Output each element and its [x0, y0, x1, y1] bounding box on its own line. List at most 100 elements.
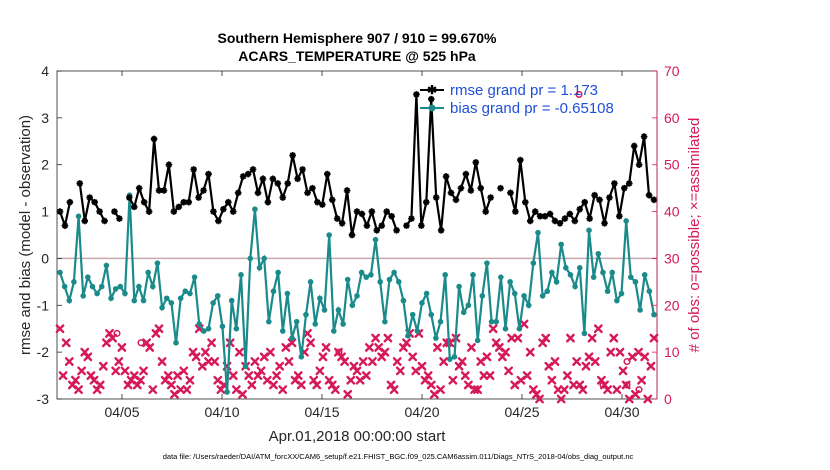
rmse-point [497, 184, 504, 192]
rmse-point [264, 198, 272, 206]
right-y-tick-label: 10 [664, 344, 680, 360]
bias-point [358, 269, 365, 276]
bias-point [623, 218, 629, 224]
obs-count-marker [61, 338, 71, 348]
rmse-point [378, 222, 386, 229]
rmse-point [314, 198, 321, 206]
rmse-point [388, 212, 395, 220]
bias-point [112, 286, 119, 292]
right-y-tick-label: 60 [664, 110, 680, 126]
bias-point [442, 272, 448, 278]
obs-count-marker [417, 361, 427, 371]
obs-count-marker [618, 366, 628, 376]
obs-count-marker [204, 357, 213, 366]
obs-count-marker [504, 366, 513, 376]
rmse-point [452, 196, 460, 204]
obs-count-marker [95, 380, 105, 390]
bias-point [544, 288, 551, 295]
obs-count-marker [256, 366, 266, 376]
rmse-point [91, 198, 98, 206]
obs-possible-marker [623, 357, 631, 366]
obs-count-marker [272, 371, 281, 380]
bias-point [377, 279, 384, 285]
rmse-point [616, 212, 623, 220]
obs-count-marker [98, 361, 108, 371]
legend-bias-circle-icon [428, 104, 436, 112]
rmse-point [526, 217, 534, 225]
obs-possible-marker [623, 381, 631, 389]
bias-point [646, 288, 653, 295]
obs-count-marker [637, 375, 647, 385]
obs-count-marker [488, 324, 498, 334]
obs-count-marker [380, 347, 390, 357]
obs-count-marker [114, 357, 124, 366]
rmse-point [289, 152, 296, 159]
bias-point [535, 229, 541, 236]
bias-point [261, 255, 267, 262]
bias-point [386, 276, 393, 283]
rmse-point [541, 212, 549, 220]
bias-point [502, 325, 509, 332]
rmse-point [111, 208, 118, 215]
obs-count-marker [77, 366, 87, 376]
rmse-point [591, 191, 598, 199]
x-tick-label: 04/15 [304, 404, 339, 420]
right-y-tick-label: 70 [664, 63, 680, 79]
rmse-point [126, 194, 133, 201]
bias-point [405, 332, 411, 339]
obs-possible-marker [113, 329, 121, 337]
bias-point [549, 269, 555, 276]
bias-point [521, 293, 527, 299]
rmse-point [408, 215, 415, 222]
bias-point [354, 293, 360, 299]
rmse-point [234, 189, 242, 197]
rmse-point [220, 205, 227, 213]
bias-point [511, 290, 518, 297]
rmse-point [319, 201, 326, 208]
rmse-point [324, 170, 331, 178]
obs-count-marker [306, 338, 315, 348]
bias-point [163, 295, 170, 302]
y-tick-label: 2 [41, 157, 49, 173]
bias-point [590, 274, 597, 280]
obs-count-marker [519, 319, 529, 329]
bias-point [85, 274, 91, 280]
rmse-point [427, 95, 435, 103]
right-y-tick-label: 30 [664, 250, 680, 266]
obs-count-marker [157, 357, 167, 366]
bias-point [266, 318, 272, 325]
obs-count-marker [522, 371, 532, 380]
bias-point [57, 269, 63, 276]
bias-point [196, 321, 203, 327]
bias-point [651, 311, 657, 318]
bias-point [242, 363, 249, 370]
obs-count-marker [111, 366, 121, 376]
bias-point [312, 321, 319, 327]
obs-count-marker [482, 352, 492, 362]
y-tick-label: 1 [41, 204, 49, 220]
obs-count-marker [166, 380, 176, 390]
rmse-point [621, 184, 628, 192]
bias-point [530, 260, 537, 266]
obs-count-marker [228, 371, 238, 380]
rmse-point [299, 166, 306, 173]
rmse-point [135, 184, 143, 192]
bias-point [182, 288, 189, 295]
x-tick-label: 04/20 [404, 404, 439, 420]
obs-count-marker [593, 324, 603, 334]
bias-point [344, 276, 351, 283]
bias-point [233, 325, 240, 332]
rmse-point [522, 198, 529, 206]
bias-point [71, 279, 77, 285]
bias-point [576, 265, 583, 271]
obs-count-marker [55, 324, 65, 334]
bias-point [609, 269, 616, 276]
bias-point [433, 335, 439, 341]
obs-count-marker [479, 371, 489, 380]
bias-point [428, 311, 435, 318]
bias-point [228, 297, 235, 304]
bias-point [247, 255, 254, 262]
bias-point [340, 321, 346, 327]
obs-count-marker [364, 343, 374, 352]
rmse-point [373, 227, 381, 234]
